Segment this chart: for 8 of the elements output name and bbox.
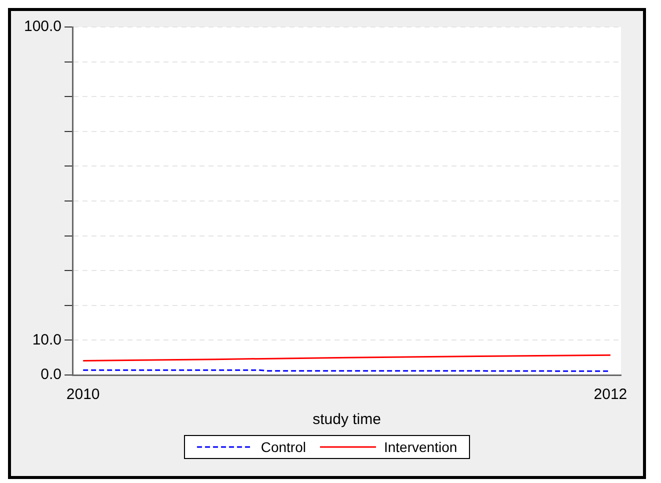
y-tick-label: 100.0	[24, 18, 62, 36]
legend-label: Control	[260, 439, 306, 455]
x-tick-label: 2010	[66, 386, 100, 404]
x-axis-title: study time	[312, 411, 381, 428]
x-tick-label: 2012	[594, 386, 628, 404]
y-tick-label: 0.0	[40, 366, 62, 384]
legend-label: Intervention	[384, 439, 458, 455]
y-tick-label: 10.0	[32, 331, 62, 348]
